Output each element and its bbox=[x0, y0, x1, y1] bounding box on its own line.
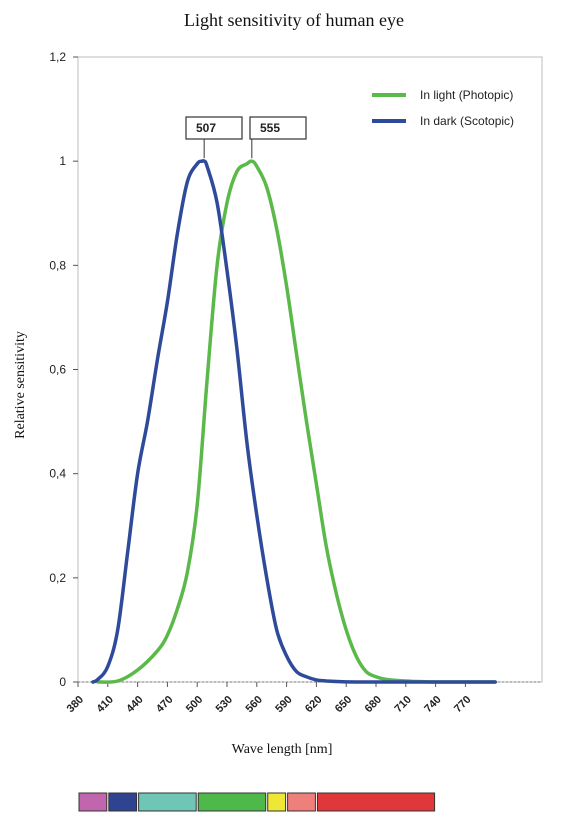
x-tick-label: 530 bbox=[214, 694, 235, 715]
spectrum-segment bbox=[78, 792, 108, 812]
peak-label-text: 507 bbox=[196, 121, 216, 135]
x-tick-label: 680 bbox=[363, 694, 384, 715]
x-tick-label: 770 bbox=[452, 694, 473, 715]
x-axis-label: Wave length [nm] bbox=[232, 742, 333, 757]
peak-label-text: 555 bbox=[260, 121, 280, 135]
x-tick-label: 410 bbox=[94, 694, 115, 715]
y-tick-label: 0,4 bbox=[49, 467, 66, 481]
x-tick-label: 470 bbox=[154, 694, 175, 715]
peak-label-box bbox=[249, 116, 307, 140]
x-tick-label: 380 bbox=[65, 694, 86, 715]
series-line-0 bbox=[96, 159, 497, 684]
y-tick-label: 0,6 bbox=[49, 363, 66, 377]
color-spectrum-bar bbox=[78, 792, 436, 812]
x-tick-label: 650 bbox=[333, 694, 354, 715]
y-tick-label: 0 bbox=[59, 675, 66, 689]
y-axis-label: Relative sensitivity bbox=[13, 331, 28, 439]
x-axis-ticks: 380 410 440 470 500 530 560 590 620 650 680 710 740 7… bbox=[65, 681, 542, 715]
spectrum-segment bbox=[316, 792, 436, 812]
spectrum-segment bbox=[287, 792, 316, 812]
x-tick-label: 620 bbox=[303, 694, 324, 715]
y-tick-label: 1 bbox=[59, 154, 66, 168]
x-tick-label: 710 bbox=[392, 694, 413, 715]
spectrum-segment bbox=[138, 792, 197, 812]
y-axis-ticks: 0 0,2 0,4 0,6 0,8 1 1,2 bbox=[49, 50, 78, 689]
y-tick-label: 0,8 bbox=[49, 258, 66, 272]
legend-label: In dark (Scotopic) bbox=[420, 114, 514, 128]
peak-labels: 507 555 bbox=[185, 116, 307, 159]
legend: In light (Photopic) In dark (Scotopic) bbox=[372, 88, 514, 128]
x-tick-label: 590 bbox=[273, 694, 294, 715]
peak-label-box bbox=[185, 116, 243, 140]
series-layer bbox=[91, 158, 497, 684]
chart-title: Light sensitivity of human eye bbox=[184, 10, 404, 30]
legend-label: In light (Photopic) bbox=[420, 88, 513, 102]
y-tick-label: 0,2 bbox=[49, 571, 66, 585]
series-line-1 bbox=[91, 158, 497, 684]
spectrum-segment bbox=[267, 792, 287, 812]
x-tick-label: 740 bbox=[422, 694, 443, 715]
y-tick-label: 1,2 bbox=[49, 50, 66, 64]
spectrum-segment bbox=[108, 792, 138, 812]
x-tick-label: 560 bbox=[243, 694, 264, 715]
x-tick-label: 500 bbox=[184, 694, 205, 715]
spectrum-segment bbox=[197, 792, 267, 812]
plot-area bbox=[77, 56, 543, 683]
x-tick-label: 440 bbox=[124, 694, 145, 715]
